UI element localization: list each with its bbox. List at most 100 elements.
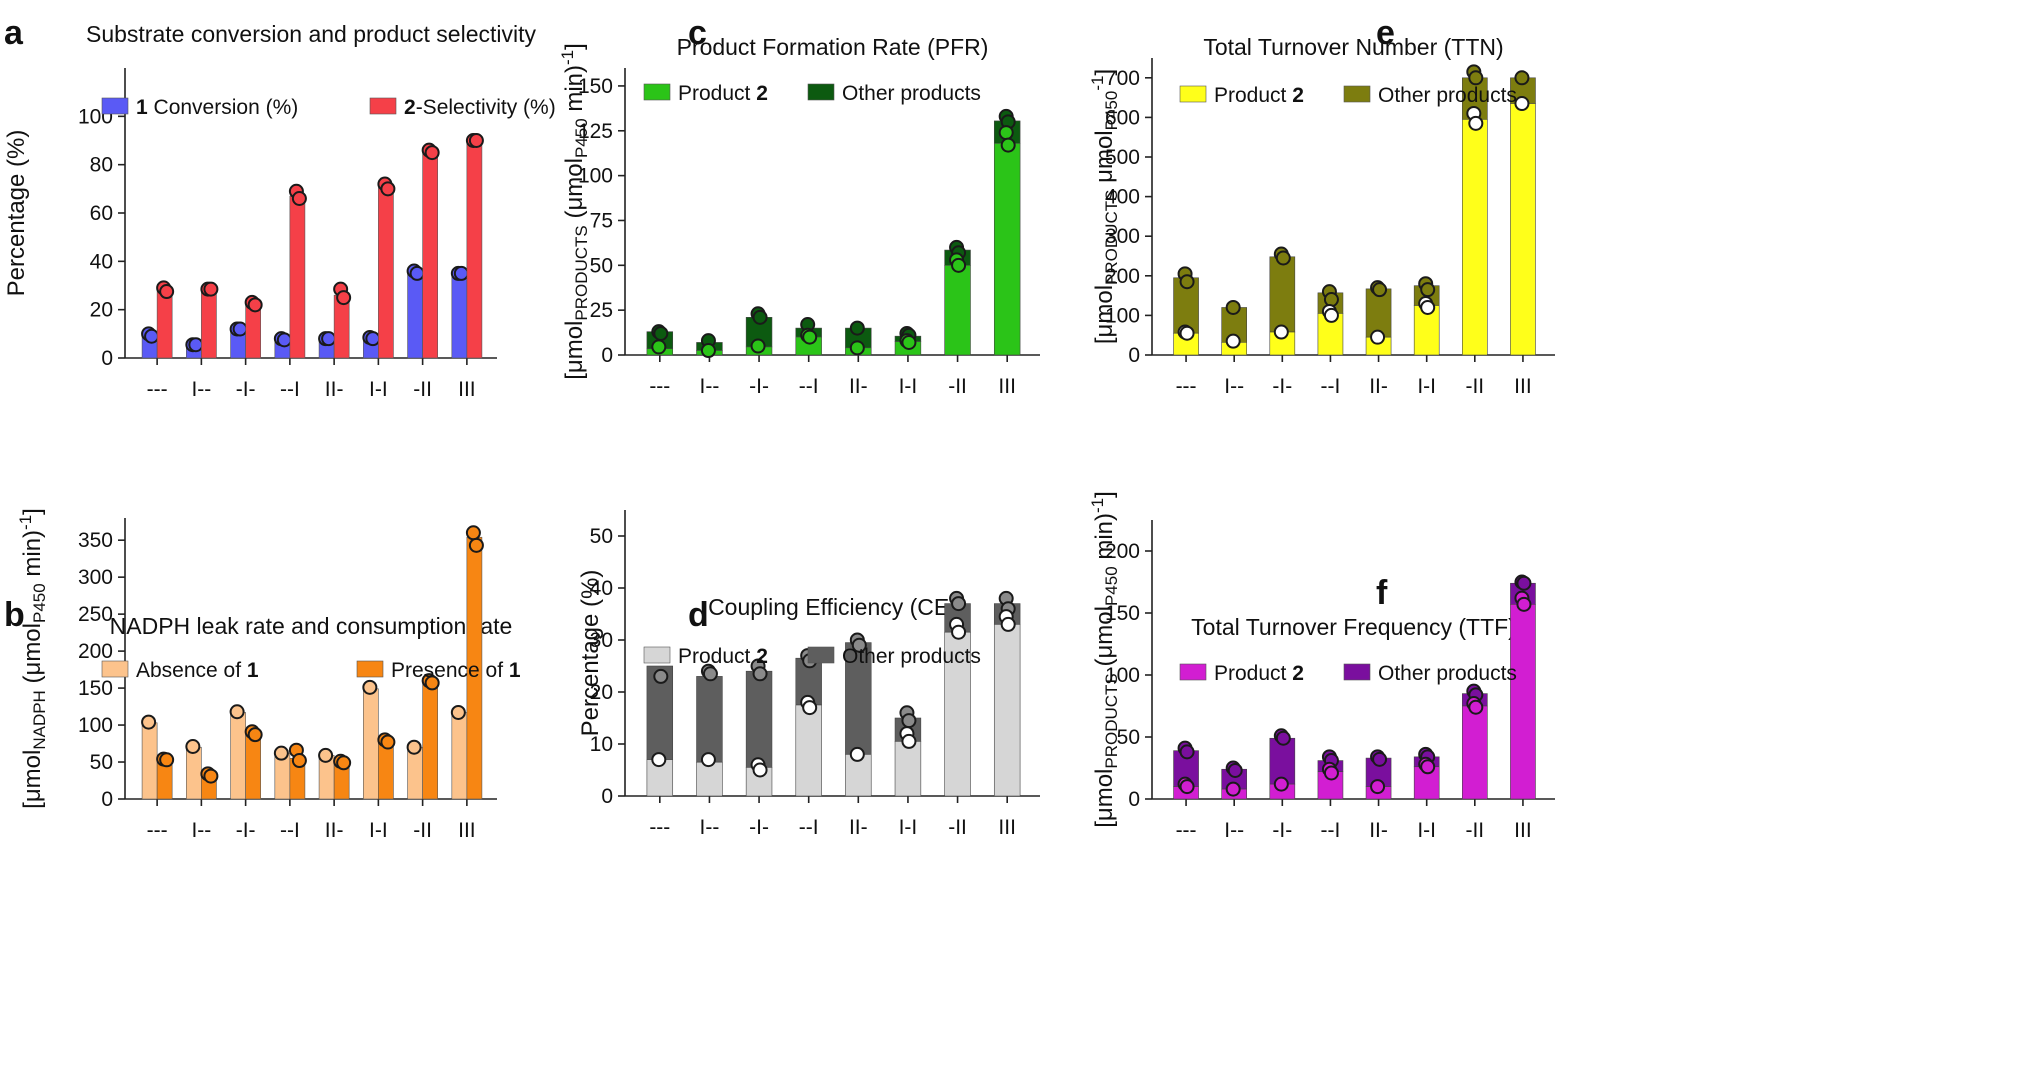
legend-label: Absence of 1 — [136, 659, 259, 682]
x-tick-label: III — [458, 378, 476, 401]
chart-title: NADPH leak rate and consumption rate — [110, 613, 513, 639]
legend-bold: 1 — [247, 659, 259, 682]
legend-text: Product — [678, 82, 756, 105]
bar-absence-of-1 — [230, 712, 246, 800]
replicate-point — [291, 753, 307, 769]
replicate-point — [424, 675, 440, 691]
replicate-point-product-2 — [1514, 96, 1530, 112]
x-tick-label: I-I — [1417, 819, 1436, 842]
y-tick-label: 0 — [1128, 344, 1140, 367]
legend-label: Product 2 — [1214, 84, 1304, 107]
replicate-point — [232, 321, 248, 337]
x-tick-label: --I — [280, 378, 300, 401]
replicate-point-product-2 — [1225, 781, 1241, 797]
x-tick-label: I-- — [1224, 819, 1244, 842]
legend-bold: 1 — [509, 659, 521, 682]
panel-letter: b — [4, 596, 25, 634]
legend-label: Other products — [1378, 84, 1517, 107]
legend-swatch — [101, 660, 129, 678]
x-tick-label: III — [998, 816, 1016, 839]
legend-swatch — [807, 646, 835, 664]
y-axis-label: [μmolPRODUCTS μmolP450-1] — [1088, 69, 1121, 344]
x-tick-label: I-- — [700, 375, 720, 398]
x-tick-label: I-I — [899, 375, 918, 398]
x-tick-label: --I — [280, 819, 300, 842]
y-tick-label: 40 — [90, 250, 113, 273]
replicate-point — [185, 738, 201, 754]
bar-2-selectivity- — [466, 140, 483, 359]
replicate-point-product-2 — [651, 339, 667, 355]
replicate-point — [362, 679, 378, 695]
replicate-point-total — [1275, 730, 1291, 746]
y-tick-label: 200 — [1105, 265, 1140, 288]
ylabel-part: [μmol — [561, 321, 588, 380]
replicate-point-product-2 — [1225, 333, 1241, 349]
y-tick-label: 500 — [1105, 146, 1140, 169]
bar-presence-of-1 — [245, 733, 261, 800]
y-tick-label: 50 — [90, 751, 113, 774]
x-tick-label: --- — [147, 819, 168, 842]
legend-label: Other products — [842, 645, 981, 668]
replicate-point-total — [1227, 762, 1243, 778]
replicate-point-total — [1420, 282, 1436, 298]
replicate-point-total — [849, 320, 865, 336]
replicate-point — [365, 331, 381, 347]
replicate-point-total — [901, 713, 917, 729]
replicate-point-product-2 — [750, 338, 766, 354]
bar-absence-of-1 — [186, 746, 202, 800]
y-tick-label: 600 — [1105, 106, 1140, 129]
x-tick-label: --I — [799, 816, 819, 839]
bar-segment-other-products — [1269, 256, 1296, 333]
y-tick-label: 0 — [601, 785, 613, 808]
legend-swatch — [1179, 663, 1207, 681]
legend-swatch — [1179, 85, 1207, 103]
x-tick-label: --- — [1176, 819, 1197, 842]
ylabel-sup: -1 — [1088, 498, 1107, 513]
x-tick-label: I-- — [191, 819, 211, 842]
bar-segment-product-2 — [795, 704, 822, 797]
replicate-point-product-2 — [802, 329, 818, 345]
x-tick-label: I-- — [1224, 375, 1244, 398]
ylabel-part: min) — [1091, 513, 1118, 566]
replicate-point-total — [653, 668, 669, 684]
replicate-point-product-2 — [1000, 616, 1016, 632]
ylabel-part: ] — [1091, 69, 1118, 76]
y-tick-label: 0 — [1128, 788, 1140, 811]
replicate-point — [203, 281, 219, 297]
ylabel-part: μmol — [1091, 130, 1118, 189]
replicate-point-total — [702, 666, 718, 682]
ylabel-sub: PRODUCTS — [572, 225, 591, 320]
y-axis-label: Percentage (%) — [3, 130, 30, 297]
x-tick-label: -II — [948, 375, 967, 398]
legend-label: Other products — [842, 82, 981, 105]
y-tick-label: 100 — [1105, 664, 1140, 687]
legend-bold: 1 — [136, 96, 148, 119]
replicate-point-total — [1225, 299, 1241, 315]
legend-swatch — [369, 97, 397, 115]
replicate-point-product-2 — [700, 343, 716, 359]
y-tick-label: 100 — [78, 714, 113, 737]
bar-absence-of-1 — [451, 712, 468, 800]
x-tick-label: --- — [1176, 375, 1197, 398]
y-tick-label: 50 — [590, 525, 613, 548]
ylabel-sub: P450 — [572, 118, 591, 158]
replicate-point-product-2 — [1468, 115, 1484, 131]
x-tick-label: II- — [849, 816, 868, 839]
y-tick-label: 150 — [1105, 602, 1140, 625]
replicate-point-product-2 — [1323, 765, 1339, 781]
replicate-point-product-2 — [700, 752, 716, 768]
x-tick-label: -I- — [1272, 819, 1292, 842]
x-tick-label: -II — [413, 378, 432, 401]
replicate-point-total — [1275, 250, 1291, 266]
x-tick-label: -I- — [749, 816, 769, 839]
bar-segment-product-2 — [696, 761, 723, 797]
y-tick-label: 25 — [590, 299, 613, 322]
replicate-point-product-2 — [1420, 299, 1436, 315]
chart-title: Total Turnover Frequency (TTF) — [1191, 614, 1516, 640]
y-tick-label: 300 — [78, 566, 113, 589]
replicate-point-product-2 — [1000, 137, 1016, 153]
ylabel-sub: P450 — [1102, 566, 1121, 606]
replicate-point-product-2 — [1179, 779, 1195, 795]
y-tick-label: 75 — [590, 209, 613, 232]
replicate-point-total — [1514, 70, 1530, 86]
